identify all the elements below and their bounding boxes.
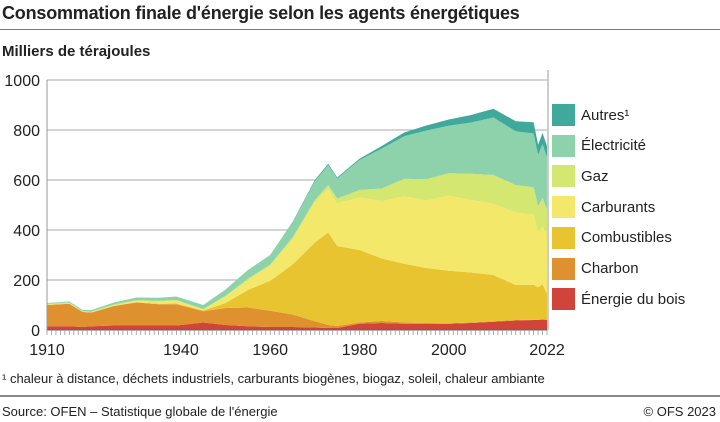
legend-swatch: [552, 226, 575, 249]
legend-label: Charbon: [581, 260, 639, 277]
area-énergie-du-bois: [47, 319, 547, 330]
x-tick-label: 1980: [342, 342, 378, 359]
y-tick-label: 200: [13, 273, 40, 290]
x-tick-label: 2022: [529, 342, 565, 359]
legend-label: Carburants: [581, 198, 656, 216]
legend-item: Électricité: [552, 134, 647, 157]
legend-label: Gaz: [581, 167, 609, 185]
title-divider: [0, 29, 720, 30]
legend-swatch: [552, 288, 575, 311]
legend-item: Combustibles: [552, 226, 672, 249]
area-gaz: [47, 173, 547, 312]
legend-label: Combustibles: [581, 229, 672, 247]
x-tick-label: 1940: [163, 342, 199, 359]
legend-item: Carburants: [552, 196, 656, 219]
legend-label: Électricité: [581, 137, 647, 155]
y-tick-label: 1000: [4, 73, 40, 90]
area-carburants: [47, 188, 547, 313]
x-tick-label: 1960: [252, 342, 288, 359]
y-tick-label: 0: [31, 323, 40, 340]
y-axis-label: Milliers de térajoules: [2, 43, 151, 60]
legend-label: Énergie du bois: [581, 290, 686, 308]
legend-item: Autres¹: [552, 104, 629, 126]
legend-swatch: [552, 257, 575, 280]
x-tick-label: 2000: [431, 342, 467, 359]
footnote: ¹ chaleur à distance, déchets industriel…: [2, 371, 545, 386]
y-tick-label: 600: [13, 173, 40, 190]
source-note: Source: OFEN – Statistique globale de l'…: [2, 404, 278, 419]
legend-label: Autres¹: [581, 106, 630, 124]
copyright: © OFS 2023: [643, 404, 716, 419]
legend-swatch: [552, 104, 575, 126]
legend-item: Énergie du bois: [552, 288, 686, 311]
chart-title: Consommation finale d'énergie selon les …: [2, 3, 520, 23]
x-tick-label: 1910: [29, 342, 65, 359]
legend-swatch: [552, 196, 575, 219]
area-électricité: [47, 117, 547, 312]
area-combustibles: [47, 232, 547, 326]
legend-swatch: [552, 134, 575, 157]
legend-item: Gaz: [552, 165, 609, 188]
y-tick-label: 400: [13, 223, 40, 240]
footer-divider: [0, 395, 720, 397]
y-tick-label: 800: [13, 123, 40, 140]
legend-swatch: [552, 165, 575, 188]
area-charbon: [47, 302, 547, 328]
legend-item: Charbon: [552, 257, 639, 280]
